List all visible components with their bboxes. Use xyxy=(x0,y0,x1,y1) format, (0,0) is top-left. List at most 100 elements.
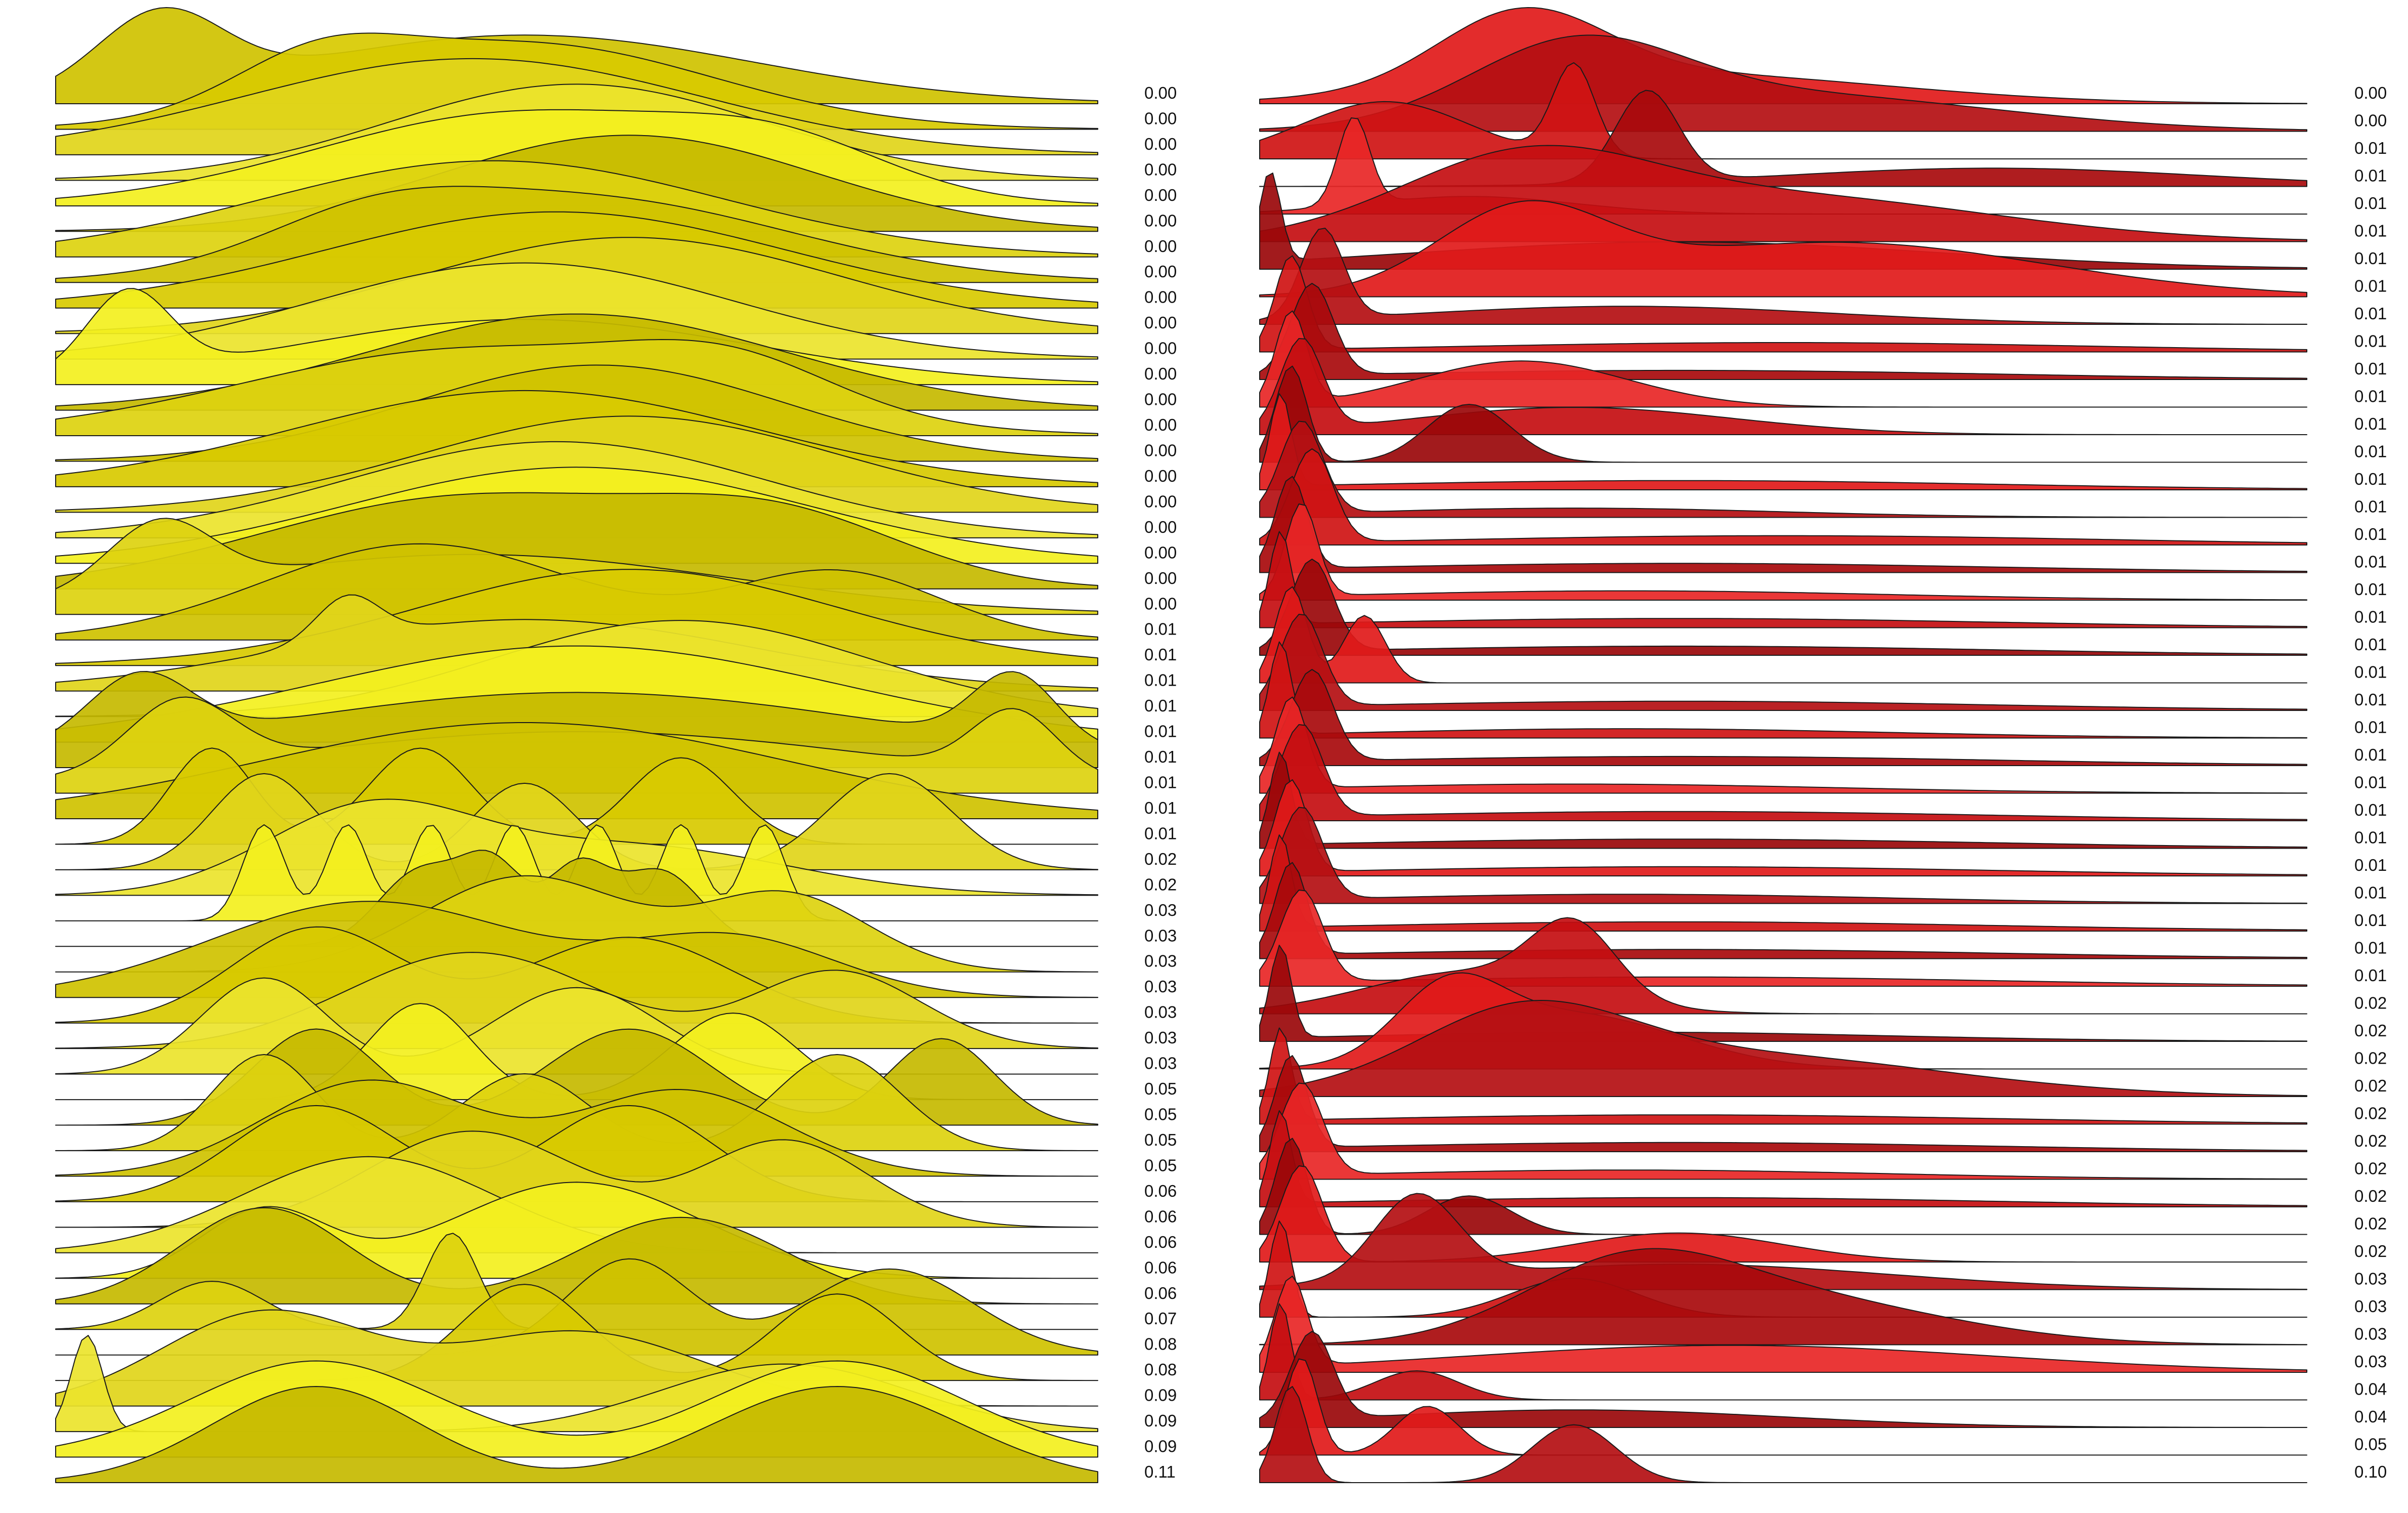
right-row-label-19: 0.01 xyxy=(2354,580,2387,599)
right-row-label-24: 0.01 xyxy=(2354,718,2387,737)
right-ridge-44 xyxy=(1259,1193,2307,1290)
left-row-label-16: 0.00 xyxy=(1144,467,1177,485)
left-row-label-14: 0.00 xyxy=(1144,415,1177,434)
right-row-label-1: 0.00 xyxy=(2354,83,2387,102)
right-row-label-36: 0.02 xyxy=(2354,1049,2387,1068)
right-row-label-29: 0.01 xyxy=(2354,856,2387,874)
left-row-label-30: 0.01 xyxy=(1144,824,1177,843)
left-row-label-46: 0.06 xyxy=(1144,1233,1177,1251)
right-ridge-37 xyxy=(1259,1000,2307,1097)
right-row-label-22: 0.01 xyxy=(2354,663,2387,682)
right-ridge-19 xyxy=(1259,503,2307,601)
left-row-label-1: 0.00 xyxy=(1144,83,1177,102)
right-ridge-28 xyxy=(1259,751,2307,849)
right-row-label-44: 0.03 xyxy=(2354,1270,2387,1288)
right-ridge-34 xyxy=(1259,917,2307,1015)
left-row-label-35: 0.03 xyxy=(1144,952,1177,971)
left-row-label-2: 0.00 xyxy=(1144,109,1177,128)
right-ridge-14 xyxy=(1259,365,2307,463)
right-row-label-47: 0.03 xyxy=(2354,1352,2387,1371)
right-row-label-7: 0.01 xyxy=(2354,249,2387,268)
left-row-label-36: 0.03 xyxy=(1144,977,1177,996)
left-row-label-47: 0.06 xyxy=(1144,1258,1177,1277)
right-row-label-31: 0.01 xyxy=(2354,911,2387,930)
left-row-label-22: 0.01 xyxy=(1144,620,1177,639)
right-row-label-17: 0.01 xyxy=(2354,525,2387,543)
left-row-label-31: 0.02 xyxy=(1144,850,1177,868)
right-ridge-12 xyxy=(1259,310,2307,408)
right-ridge-32 xyxy=(1259,862,2307,959)
right-row-label-6: 0.01 xyxy=(2354,222,2387,240)
left-ridge-27 xyxy=(55,671,1098,768)
left-row-label-32: 0.02 xyxy=(1144,875,1177,894)
right-row-label-26: 0.01 xyxy=(2354,773,2387,792)
right-row-label-12: 0.01 xyxy=(2354,387,2387,406)
right-ridge-26 xyxy=(1259,696,2307,794)
left-row-label-23: 0.01 xyxy=(1144,645,1177,664)
right-row-label-49: 0.04 xyxy=(2354,1407,2387,1426)
left-row-label-20: 0.00 xyxy=(1144,569,1177,587)
left-row-label-41: 0.05 xyxy=(1144,1105,1177,1124)
right-row-label-25: 0.01 xyxy=(2354,745,2387,764)
right-ridge-8 xyxy=(1259,200,2307,298)
left-row-label-3: 0.00 xyxy=(1144,135,1177,153)
left-row-label-39: 0.03 xyxy=(1144,1054,1177,1073)
left-ridge-11 xyxy=(55,262,1098,360)
right-ridges xyxy=(1259,7,2307,1483)
right-ridge-21 xyxy=(1259,559,2307,656)
right-row-label-50: 0.05 xyxy=(2354,1435,2387,1454)
right-ridge-11 xyxy=(1259,283,2307,380)
right-row-label-38: 0.02 xyxy=(2354,1104,2387,1123)
right-row-label-14: 0.01 xyxy=(2354,442,2387,461)
left-row-label-40: 0.05 xyxy=(1144,1079,1177,1098)
right-ridge-9 xyxy=(1259,228,2307,325)
right-ridge-10 xyxy=(1259,255,2307,353)
right-ridge-46 xyxy=(1259,1248,2307,1346)
right-row-label-3: 0.01 xyxy=(2354,139,2387,157)
right-ridge-18 xyxy=(1259,476,2307,573)
right-row-label-18: 0.01 xyxy=(2354,553,2387,571)
left-row-label-25: 0.01 xyxy=(1144,696,1177,715)
right-ridge-6 xyxy=(1259,145,2307,242)
right-ridge-23 xyxy=(1259,614,2307,711)
right-row-label-21: 0.01 xyxy=(2354,635,2387,654)
right-ridge-22 xyxy=(1259,586,2307,684)
left-row-label-48: 0.06 xyxy=(1144,1284,1177,1302)
left-row-label-54: 0.09 xyxy=(1144,1437,1177,1456)
right-row-label-5: 0.01 xyxy=(2354,194,2387,213)
right-row-labels: 0.00 0.00 0.01 0.01 0.01 0.01 0.01 0.01 0.01 0.01… xyxy=(2354,83,2387,1481)
right-row-label-13: 0.01 xyxy=(2354,414,2387,433)
right-ridge-48 xyxy=(1259,1303,2307,1401)
left-row-label-55: 0.11 xyxy=(1144,1462,1176,1481)
left-ridges xyxy=(55,7,1098,1483)
left-row-label-24: 0.01 xyxy=(1144,671,1177,690)
left-row-label-21: 0.00 xyxy=(1144,594,1177,613)
right-row-label-40: 0.02 xyxy=(2354,1159,2387,1178)
left-row-label-13: 0.00 xyxy=(1144,390,1177,409)
left-row-label-12: 0.00 xyxy=(1144,364,1177,383)
right-ridge-31 xyxy=(1259,834,2307,932)
left-ridge-55 xyxy=(55,1386,1098,1483)
left-row-label-42: 0.05 xyxy=(1144,1130,1177,1149)
right-ridge-40 xyxy=(1259,1082,2307,1180)
left-row-label-38: 0.03 xyxy=(1144,1028,1177,1047)
left-row-label-9: 0.00 xyxy=(1144,288,1177,307)
right-ridge-25 xyxy=(1259,669,2307,766)
right-ridge-20 xyxy=(1259,531,2307,628)
left-row-label-43: 0.05 xyxy=(1144,1156,1177,1174)
left-row-label-29: 0.01 xyxy=(1144,798,1177,817)
right-row-label-35: 0.02 xyxy=(2354,1021,2387,1040)
right-row-label-48: 0.04 xyxy=(2354,1380,2387,1399)
right-row-label-27: 0.01 xyxy=(2354,801,2387,819)
right-row-label-33: 0.01 xyxy=(2354,966,2387,985)
right-row-label-10: 0.01 xyxy=(2354,332,2387,351)
right-ridge-47 xyxy=(1259,1276,2307,1373)
left-row-label-51: 0.08 xyxy=(1144,1360,1177,1379)
left-row-label-52: 0.09 xyxy=(1144,1386,1177,1405)
right-ridge-38 xyxy=(1259,1027,2307,1125)
left-ridgeline-panel: 0.00 0.00 0.00 0.00 0.00 0.00 0.00 0.00 0.00 0.00… xyxy=(55,7,1177,1483)
right-row-label-45: 0.03 xyxy=(2354,1297,2387,1316)
right-ridgeline-panel: 0.00 0.00 0.01 0.01 0.01 0.01 0.01 0.01 0.01 0.01… xyxy=(1259,7,2387,1483)
right-row-label-42: 0.02 xyxy=(2354,1214,2387,1233)
right-ridge-27 xyxy=(1259,724,2307,821)
